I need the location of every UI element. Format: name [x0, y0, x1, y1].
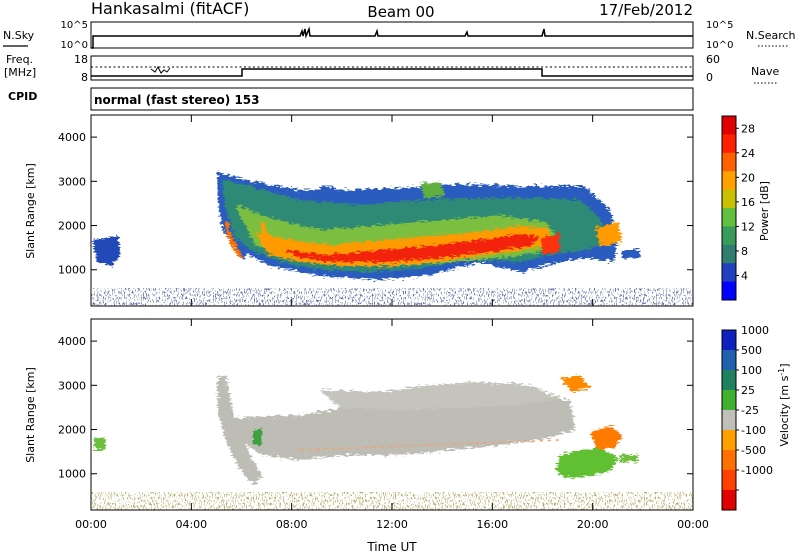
power-colorbar-segment [722, 152, 736, 172]
nsky-label: N.Sky [3, 29, 35, 42]
x-tick-label: 04:00 [175, 518, 207, 531]
date-title: 17/Feb/2012 [599, 1, 693, 19]
velocity-colorbar-tick: 500 [741, 344, 762, 357]
nsearch-label: N.Search [746, 29, 796, 42]
power-scatter [91, 172, 693, 306]
velocity-y-axis: 1000 2000 3000 4000 [58, 335, 693, 481]
velocity-colorbar: 1000 500 100 25 -25 -100 -500 -1000 [721, 324, 773, 511]
velocity-ground-scatter [232, 395, 575, 460]
power-colorbar-segment [722, 263, 736, 283]
velocity-panel: 1000 2000 3000 4000 00:00 04:00 08:00 12:00 16:… [24, 318, 792, 531]
power-colorbar-tick: 24 [741, 147, 755, 160]
freq-tick-high: 18 [74, 53, 88, 66]
y-tick-label: 2000 [58, 220, 86, 233]
x-tick-label: 16:00 [476, 518, 508, 531]
station-title: Hankasalmi (fitACF) [91, 0, 249, 18]
power-colorbar-label: Power [dB] [758, 181, 771, 241]
power-colorbar-segment [722, 244, 736, 264]
power-colorbar-segment [722, 281, 736, 301]
power-colorbar-tick: 16 [741, 196, 755, 209]
velocity-colorbar-tick: -25 [741, 404, 759, 417]
freq-unit-label: [MHz] [4, 66, 36, 79]
power-colorbar-segment [722, 226, 736, 246]
nsky-tick-high: 10^5 [61, 20, 88, 31]
cpid-text: normal (fast stereo) 153 [94, 93, 260, 107]
power-red-band [285, 234, 540, 262]
y-tick-label: 4000 [58, 335, 86, 348]
y-tick-label: 2000 [58, 424, 86, 437]
velocity-near-range-noise [91, 492, 693, 510]
velocity-colorbar-segment [722, 410, 736, 431]
power-colorbar-segment [722, 116, 736, 135]
velocity-colorbar-tick: -100 [741, 424, 766, 437]
power-y-axis: 1000 2000 3000 4000 [58, 131, 693, 277]
y-tick-label: 3000 [58, 175, 86, 188]
nsky-tick-low: 10^0 [61, 40, 88, 51]
x-tick-label: 12:00 [376, 518, 408, 531]
freq-strip: Freq. [MHz] 18 8 60 0 Nave [4, 53, 779, 84]
freq-tick-low: 8 [81, 71, 88, 84]
velocity-colorbar-segment [722, 330, 736, 351]
nave-label: Nave [751, 65, 779, 78]
y-tick-label: 3000 [58, 379, 86, 392]
x-tick-label: 08:00 [276, 518, 308, 531]
cpid-strip: CPID normal (fast stereo) 153 [8, 87, 694, 111]
power-colorbar-tick: 12 [741, 220, 755, 233]
velocity-colorbar-segment [722, 430, 736, 451]
x-tick-label: 00:00 [75, 518, 107, 531]
velocity-colorbar-segment [722, 470, 736, 491]
y-tick-label: 4000 [58, 131, 86, 144]
beam-title: Beam 00 [367, 3, 434, 21]
x-tick-label: 20:00 [577, 518, 609, 531]
velocity-y-label: Slant Range [km] [24, 367, 37, 463]
velocity-colorbar-tick: 25 [741, 384, 755, 397]
power-early-patch [93, 236, 120, 266]
power-colorbar-tick: 20 [741, 171, 755, 184]
power-colorbar-segment [722, 171, 736, 191]
cpid-label: CPID [8, 90, 37, 103]
velocity-green-patch [555, 448, 618, 478]
velocity-colorbar-segment [722, 490, 736, 511]
power-x-axis [90, 115, 694, 306]
velocity-colorbar-segment [722, 350, 736, 371]
velocity-colorbar-tick: -1000 [741, 464, 773, 477]
x-axis-label: Time UT [366, 540, 417, 554]
power-colorbar-segment [722, 134, 736, 154]
y-tick-label: 1000 [58, 468, 86, 481]
velocity-colorbar-tick: -500 [741, 444, 766, 457]
nsearch-tick-high: 10^5 [706, 20, 733, 31]
power-colorbar-segment [722, 189, 736, 209]
nsky-strip: N.Sky 10^5 10^0 10^5 10^0 N.Search [3, 20, 796, 51]
velocity-orange-patch [590, 426, 622, 450]
power-colorbar-segment [722, 208, 736, 227]
freq-label: Freq. [6, 53, 33, 66]
nsearch-tick-low: 10^0 [706, 40, 733, 51]
nave-tick-low: 0 [706, 71, 713, 84]
velocity-colorbar-label: Velocity [m s-1] [777, 363, 792, 446]
power-y-label: Slant Range [km] [24, 163, 37, 259]
nave-tick-high: 60 [706, 53, 720, 66]
velocity-x-axis: 00:00 04:00 08:00 12:00 16:00 20:00 00:00 [75, 319, 709, 531]
velocity-colorbar-tick: 1000 [741, 324, 769, 337]
power-colorbar-tick: 28 [741, 122, 755, 135]
velocity-colorbar-tick: 100 [741, 364, 762, 377]
power-colorbar-tick: 4 [741, 269, 748, 282]
velocity-arc [217, 375, 262, 485]
power-colorbar-tick: 8 [741, 245, 748, 258]
y-tick-label: 1000 [58, 264, 86, 277]
power-panel: 1000 2000 3000 4000 Slant Range [km] 4 8 12 16… [24, 114, 771, 307]
power-near-range-noise [91, 288, 693, 306]
x-tick-label: 00:00 [677, 518, 709, 531]
power-colorbar: 4 8 12 16 20 24 28 [721, 115, 755, 301]
velocity-colorbar-segment [722, 450, 736, 471]
velocity-colorbar-segment [722, 370, 736, 391]
velocity-colorbar-segment [722, 390, 736, 411]
velocity-scatter [91, 375, 693, 510]
